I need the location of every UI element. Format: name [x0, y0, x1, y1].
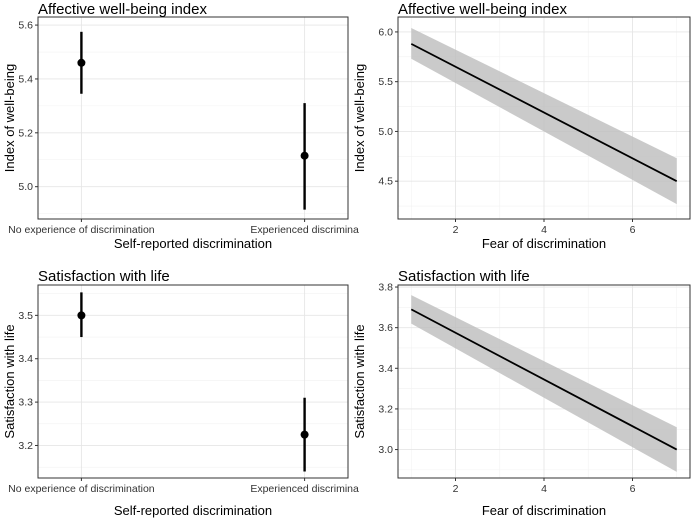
- y-tick-label: 3.2: [18, 440, 33, 452]
- y-tick-label: 3.5: [18, 310, 33, 322]
- x-axis-label: Fear of discrimination: [482, 236, 606, 251]
- y-axis-label: Index of well-being: [352, 64, 367, 172]
- y-tick-label: 3.0: [378, 444, 393, 456]
- x-tick-label: 4: [541, 224, 547, 236]
- y-tick-label: 5.5: [378, 76, 393, 88]
- y-tick-label: 3.3: [18, 397, 33, 409]
- panel-title: Satisfaction with life: [38, 268, 170, 285]
- y-tick-label: 3.4: [378, 363, 393, 375]
- fit-line: [410, 43, 678, 182]
- panel-border: [397, 284, 691, 479]
- y-tick-label: 6.0: [378, 26, 393, 38]
- y-tick-label: 5.4: [18, 73, 33, 85]
- x-axis-label: Self-reported discrimination: [114, 503, 272, 518]
- y-tick-label: 5.0: [18, 181, 33, 193]
- estimate-point: [77, 311, 86, 320]
- y-tick-label: 3.4: [18, 353, 33, 365]
- fit-line: [410, 308, 678, 451]
- x-tick-label: 6: [630, 224, 636, 236]
- chart-panel-4: 3.0 3.2 3.4 3.6 3.8 2 4 6 Satisfaction with life…: [352, 268, 691, 518]
- x-tick-label: No experience of discrimination: [8, 224, 155, 236]
- confidence-band: [411, 27, 677, 205]
- x-tick-label: Experienced discrimina: [250, 224, 359, 236]
- panel-title: Affective well-being index: [38, 1, 207, 18]
- y-tick-label: 3.8: [378, 282, 393, 294]
- x-tick-label: Experienced discrimina: [250, 483, 359, 495]
- x-tick-label: 2: [453, 224, 459, 236]
- y-tick-label: 3.6: [378, 322, 393, 334]
- y-tick-label: 3.2: [378, 403, 393, 415]
- x-axis-label: Self-reported discrimination: [114, 236, 272, 251]
- y-axis-label: Satisfaction with life: [352, 324, 367, 438]
- y-axis-label: Satisfaction with life: [2, 324, 17, 438]
- y-tick-label: 4.5: [378, 176, 393, 188]
- chart-panel-1: 5.0 5.2 5.4 5.6 No experience of discriminat…: [2, 1, 359, 251]
- x-tick-label: 2: [453, 483, 459, 495]
- estimate-point: [300, 151, 309, 160]
- x-tick-label: 6: [630, 483, 636, 495]
- confidence-band: [411, 295, 677, 472]
- panel-title: Satisfaction with life: [398, 268, 530, 285]
- x-tick-label: No experience of discrimination: [8, 483, 155, 495]
- panel-title: Affective well-being index: [398, 1, 567, 18]
- estimate-point: [300, 430, 309, 439]
- chart-panel-2: 4.5 5.0 5.5 6.0 2 4 6 Affective well-being inde…: [352, 1, 691, 251]
- estimate-point: [77, 58, 86, 67]
- x-axis-label: Fear of discrimination: [482, 503, 606, 518]
- y-tick-label: 5.6: [18, 20, 33, 32]
- y-tick-label: 5.2: [18, 127, 33, 139]
- x-tick-label: 4: [541, 483, 547, 495]
- panel-border: [37, 16, 349, 220]
- y-axis-label: Index of well-being: [2, 64, 17, 172]
- y-tick-label: 5.0: [378, 126, 393, 138]
- chart-panel-3: 3.2 3.3 3.4 3.5 No experience of discriminat…: [2, 268, 359, 518]
- panel-border: [397, 16, 691, 220]
- panel-border: [37, 284, 349, 479]
